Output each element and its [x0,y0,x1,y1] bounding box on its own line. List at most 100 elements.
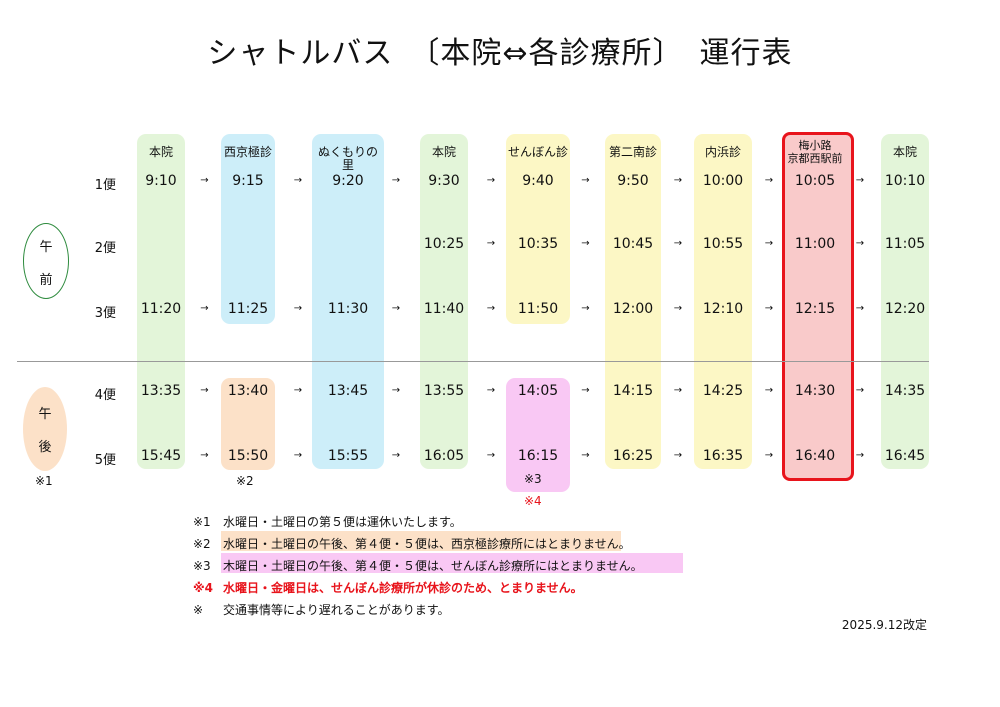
arrow-icon: → [764,450,774,461]
time-cell: 12:15 [794,301,836,317]
arrow-icon: → [673,385,683,396]
time-cell: 10:35 [517,236,559,252]
arrow-icon: → [486,303,496,314]
arrow-icon: → [581,450,590,461]
trip-label: 1便 [94,178,116,193]
stop-header: 本院 [892,145,917,159]
arrow-icon: → [855,385,865,396]
note-mark: ※2 [193,537,211,551]
stop-column-bg [881,134,929,469]
note-mark: ※1 [193,515,211,529]
stop-column-bg [137,134,185,469]
note-item: ※2 水曜日・土曜日の午後、第４便・５便は、西京極診療所にはとまりません。 [193,534,631,554]
time-cell: 9:20 [332,173,364,189]
arrow-icon: → [673,450,683,461]
time-cell: 15:45 [140,448,182,464]
stop-column-pm-highlight [221,378,275,470]
note-item: ※1 水曜日・土曜日の第５便は運休いたします。 [193,512,462,532]
time-cell: 9:10 [145,173,177,189]
arrow-icon: → [673,303,683,314]
stop-column-bg [782,132,854,481]
stop-header: 本院 [148,145,173,159]
trip-label: 3便 [94,306,116,321]
arrow-icon: → [486,175,496,186]
arrow-icon: → [673,238,683,249]
arrow-icon: → [391,450,401,461]
arrow-icon: → [581,385,590,396]
time-cell: 11:40 [423,301,465,317]
arrow-icon: → [764,238,774,249]
time-cell: 13:55 [423,383,465,399]
time-cell: 16:35 [702,448,744,464]
time-cell: 13:40 [227,383,269,399]
arrow-icon: → [391,303,401,314]
arrow-icon: → [486,450,496,461]
arrow-icon: → [486,238,496,249]
stop-header: 内浜診 [704,145,741,159]
note-3-highlight [221,553,683,573]
trip-label: 5便 [94,453,116,468]
arrow-icon: → [293,450,303,461]
senbon-footnote-mark-4: ※4 [524,494,542,508]
time-cell: 12:10 [702,301,744,317]
time-cell: 10:05 [794,173,836,189]
time-cell: 9:30 [428,173,460,189]
note-text: 水曜日・土曜日の第５便は運休いたします。 [223,515,462,529]
time-cell: 12:20 [884,301,926,317]
arrow-icon: → [293,175,303,186]
arrow-icon: → [855,450,865,461]
time-cell: 9:40 [522,173,554,189]
period-pm-badge: 午 後 [23,387,67,471]
arrow-icon: → [764,303,774,314]
time-cell: 14:35 [884,383,926,399]
arrow-icon: → [200,450,209,461]
time-cell: 13:35 [140,383,182,399]
arrow-icon: → [673,175,683,186]
time-cell: 15:55 [327,448,369,464]
time-cell: 10:00 [702,173,744,189]
time-cell: 10:25 [423,236,465,252]
note-mark: ※4 [193,581,214,595]
stop-column-bg [605,134,661,469]
arrow-icon: → [855,238,865,249]
arrow-icon: → [764,385,774,396]
time-cell: 16:25 [612,448,654,464]
time-cell: 10:10 [884,173,926,189]
stop-header: 梅小路 京都西駅前 [787,139,843,165]
time-cell: 14:15 [612,383,654,399]
time-cell: 11:00 [794,236,836,252]
time-cell: 15:50 [227,448,269,464]
note-item: ※ 交通事情等により遅れることがあります。 [193,600,450,620]
trip-label: 2便 [94,241,116,256]
stop-column-bg [312,134,384,469]
note-2-highlight [221,531,621,551]
page-title: シャトルバス 〔本院⇔各診療所〕 運行表 [207,36,793,71]
note-text: 木曜日・土曜日の午後、第４便・５便は、せんぼん診療所にはとまりません。 [223,559,643,573]
stop-header: 第二南診 [608,145,657,159]
time-cell: 16:05 [423,448,465,464]
note-mark: ※3 [193,559,211,573]
note-item: ※4 水曜日・金曜日は、せんぼん診療所が休診のため、とまりません。 [193,578,583,598]
arrow-icon: → [293,303,303,314]
stop-header: 西京極診 [223,145,272,159]
arrow-icon: → [200,303,209,314]
time-cell: 14:25 [702,383,744,399]
time-cell: 9:15 [232,173,264,189]
time-cell: 11:20 [140,301,182,317]
note-item: ※3 木曜日・土曜日の午後、第４便・５便は、せんぼん診療所にはとまりません。 [193,556,643,576]
note-mark: ※ [193,603,204,617]
revision-date: 2025.9.12改定 [841,618,927,632]
time-cell: 10:45 [612,236,654,252]
pm-footnote-mark: ※1 [35,474,53,488]
time-cell: 9:50 [617,173,649,189]
senbon-footnote-mark-3: ※3 [524,472,542,486]
arrow-icon: → [581,238,590,249]
am-pm-divider [17,361,929,362]
stop-header: せんぼん診 [507,145,568,159]
time-cell: 10:55 [702,236,744,252]
time-cell: 11:25 [227,301,269,317]
stop-header: ぬくもりの里 [317,145,378,172]
trip-label: 4便 [94,388,116,403]
time-cell: 16:15 [517,448,559,464]
arrow-icon: → [391,175,401,186]
